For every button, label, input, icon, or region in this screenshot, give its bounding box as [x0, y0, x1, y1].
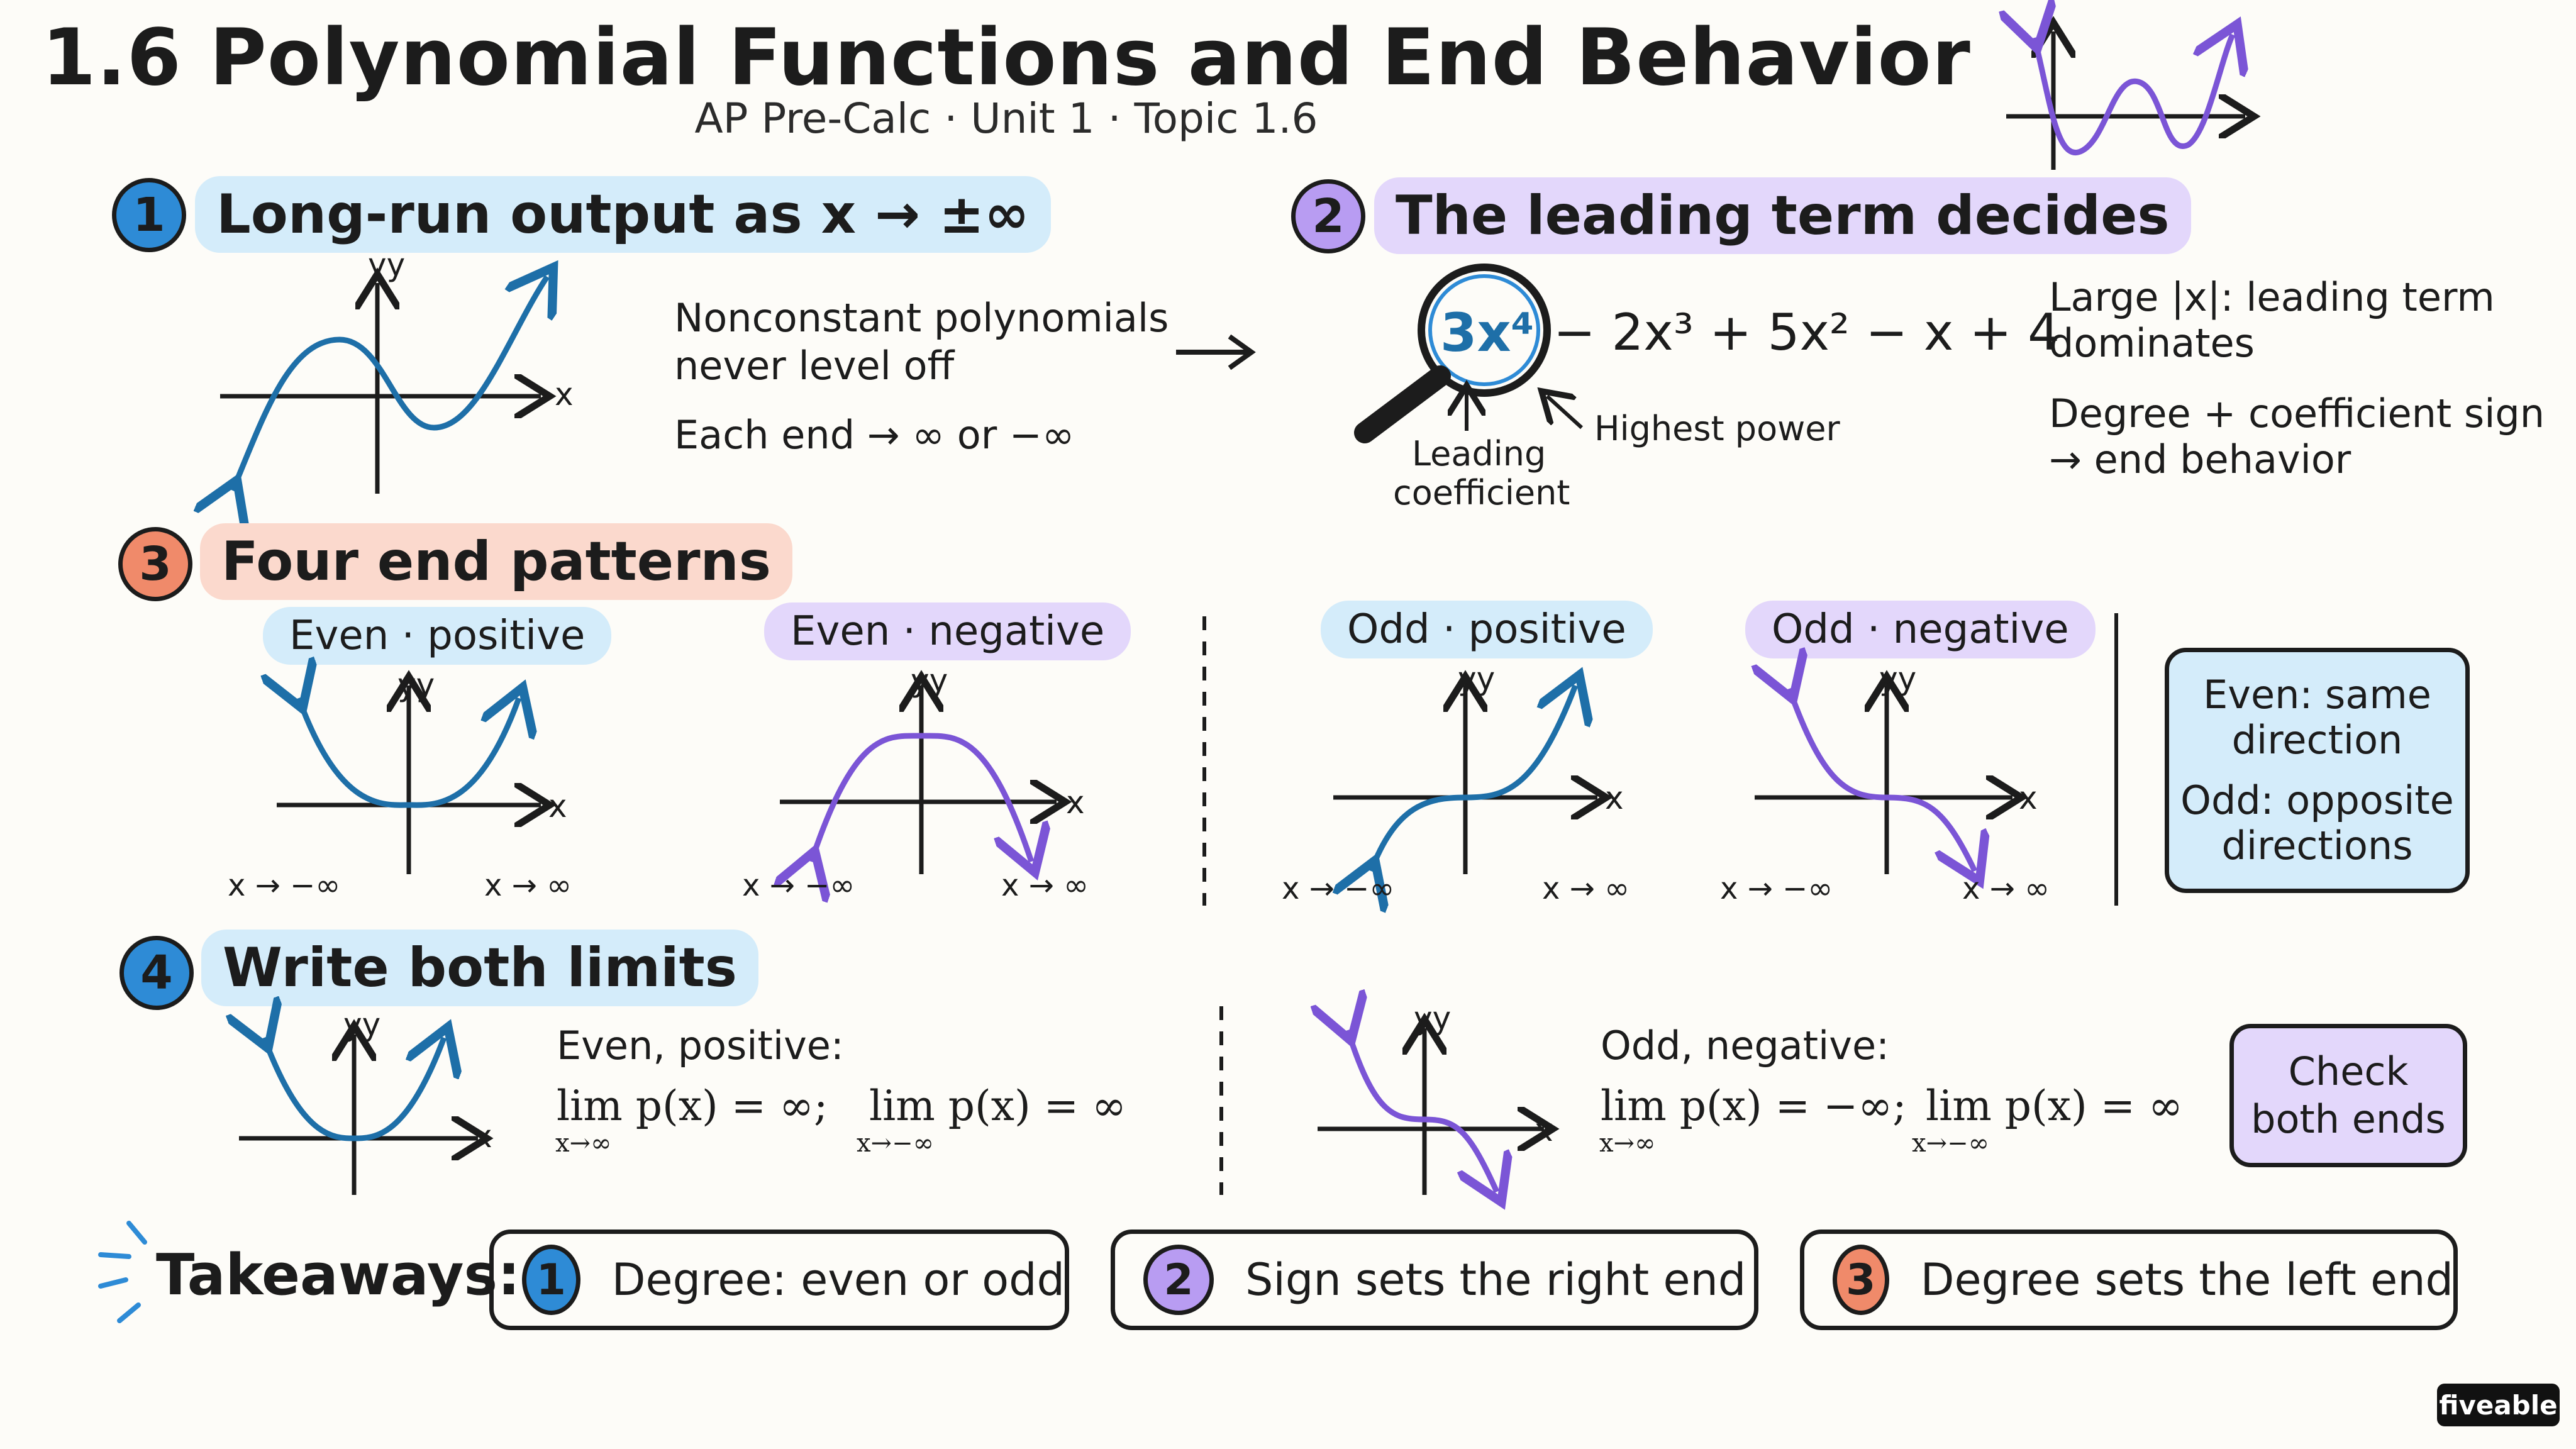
- section-3-number: 3: [118, 527, 192, 601]
- pattern-3-label: Odd · positive: [1321, 601, 1653, 658]
- section-1-x-axis-label: x: [555, 376, 574, 413]
- leading-coefficient-label-line-1: Leading: [1412, 434, 1546, 474]
- summary-line-2: direction: [2231, 717, 2403, 763]
- polynomial-remainder: − 2x³ + 5x² − x + 4: [1553, 303, 2060, 362]
- pattern-1-graph: [270, 673, 560, 874]
- section-1-point-1-line-1: Nonconstant polynomials: [674, 295, 1169, 341]
- example-1-limit-1-subscript: x→∞: [555, 1129, 612, 1158]
- section-4-even-y-axis-label: yy: [343, 1006, 381, 1043]
- pattern-4-left-end: x → −∞: [1720, 871, 1833, 906]
- check-both-ends-box: Check both ends: [2229, 1024, 2467, 1167]
- pattern-1-x-axis-label: x: [548, 788, 567, 824]
- leading-term: 3x⁴: [1440, 302, 1535, 364]
- example-1-limit-1: lim p(x) = ∞;: [557, 1082, 828, 1130]
- section-2-note-1-line-1: Large |x|: leading term: [2049, 274, 2495, 320]
- annotation-arrows-icon: [1446, 384, 1584, 431]
- check-line-1: Check: [2288, 1048, 2409, 1094]
- takeaway-1-text: Degree: even or odd: [611, 1254, 1065, 1306]
- pattern-3-x-axis-label: x: [1605, 780, 1624, 816]
- check-line-2: both ends: [2251, 1096, 2446, 1142]
- pattern-3-y-axis-label: yy: [1458, 660, 1496, 697]
- pattern-4-y-axis-label: yy: [1879, 660, 1917, 697]
- section-4-title: Write both limits: [201, 930, 758, 1006]
- pattern-1-right-end: x → ∞: [484, 868, 572, 903]
- pattern-2-x-axis-label: x: [1066, 784, 1085, 821]
- section-2-title: The leading term decides: [1374, 177, 2191, 254]
- takeaway-2-number: 2: [1143, 1245, 1214, 1315]
- section-4-even-x-axis-label: x: [474, 1118, 492, 1155]
- example-1-limit-2: lim p(x) = ∞: [869, 1082, 1126, 1130]
- takeaway-1-number: 1: [522, 1245, 580, 1315]
- example-1-label: Even, positive:: [557, 1023, 844, 1069]
- pattern-2-left-end: x → −∞: [742, 868, 855, 903]
- pattern-4-right-end: x → ∞: [1962, 871, 2050, 906]
- header-wave-icon: [2006, 25, 2258, 170]
- summary-line-1: Even: same: [2203, 672, 2431, 718]
- takeaway-1: 1 Degree: even or odd: [489, 1230, 1069, 1330]
- end-pattern-summary-box: Even: same direction Odd: opposite direc…: [2165, 648, 2470, 893]
- example-2-limit-2-subscript: x→−∞: [1912, 1129, 1989, 1158]
- pattern-2-y-axis-label: yy: [911, 662, 948, 699]
- pattern-4-x-axis-label: x: [2019, 780, 2038, 816]
- pattern-1-left-end: x → −∞: [228, 868, 341, 903]
- section-4-odd-graph: [1318, 1019, 1569, 1201]
- pattern-2-right-end: x → ∞: [1001, 868, 1089, 903]
- summary-divider: [2114, 613, 2118, 906]
- section-4-number: 4: [119, 936, 194, 1010]
- example-2-limit-2: lim p(x) = ∞: [1926, 1082, 2183, 1130]
- section-connector-arrow-icon: [1176, 334, 1256, 370]
- takeaway-3-text: Degree sets the left end: [1920, 1254, 2453, 1306]
- pattern-2-graph: [780, 673, 1069, 880]
- section-4-even-graph: [239, 1025, 491, 1195]
- pattern-3-right-end: x → ∞: [1542, 871, 1630, 906]
- section-1-point-1-line-2: never level off: [674, 343, 955, 389]
- takeaways-burst-icon: [98, 1221, 147, 1323]
- pattern-divider: [1202, 616, 1206, 906]
- section-1-title: Long-run output as x → ±∞: [195, 176, 1051, 253]
- section-2-note-1-line-2: dominates: [2049, 320, 2255, 366]
- pattern-3-left-end: x → −∞: [1282, 871, 1395, 906]
- magnifying-glass-icon: [1354, 264, 1551, 443]
- section-1-y-axis-label: yy: [368, 247, 406, 283]
- section-1-number: 1: [112, 178, 186, 252]
- section-4-odd-y-axis-label: yy: [1414, 1000, 1452, 1036]
- example-2-limit-1: lim p(x) = −∞;: [1601, 1082, 1907, 1130]
- pattern-3-graph: [1333, 673, 1623, 880]
- takeaway-3: 3 Degree sets the left end: [1800, 1230, 2458, 1330]
- section-3-title: Four end patterns: [200, 523, 792, 600]
- section-4-divider: [1219, 1006, 1223, 1195]
- pattern-4-graph: [1755, 673, 2044, 880]
- section-1-cubic-graph: [214, 258, 604, 503]
- pattern-2-label: Even · negative: [764, 602, 1131, 660]
- page-title: 1.6 Polynomial Functions and End Behavio…: [42, 13, 1971, 103]
- section-2-note-2-line-1: Degree + coefficient sign: [2049, 391, 2545, 436]
- section-2-note-2-line-2: → end behavior: [2049, 436, 2351, 482]
- example-2-label: Odd, negative:: [1601, 1023, 1889, 1069]
- example-1-limit-2-subscript: x→−∞: [857, 1129, 934, 1158]
- highest-power-label: Highest power: [1594, 409, 1840, 448]
- page-subtitle: AP Pre-Calc · Unit 1 · Topic 1.6: [694, 94, 1318, 143]
- section-1-point-2: Each end → ∞ or −∞: [674, 412, 1075, 458]
- takeaway-2: 2 Sign sets the right end: [1111, 1230, 1758, 1330]
- example-2-limit-1-subscript: x→∞: [1599, 1129, 1656, 1158]
- section-4-odd-x-axis-label: x: [1535, 1112, 1553, 1148]
- takeaways-label: Takeaways:: [156, 1242, 521, 1308]
- pattern-1-y-axis-label: yy: [397, 667, 435, 703]
- section-2-number: 2: [1291, 179, 1365, 253]
- takeaway-3-number: 3: [1833, 1245, 1889, 1315]
- brand-logo: fiveable: [2437, 1384, 2560, 1426]
- takeaway-2-text: Sign sets the right end: [1245, 1254, 1746, 1306]
- pattern-1-label: Even · positive: [263, 607, 612, 665]
- pattern-4-label: Odd · negative: [1745, 601, 2096, 658]
- summary-line-3: Odd: opposite: [2180, 777, 2454, 823]
- leading-coefficient-label-line-2: coefficient: [1393, 473, 1570, 513]
- summary-line-4: directions: [2221, 823, 2413, 869]
